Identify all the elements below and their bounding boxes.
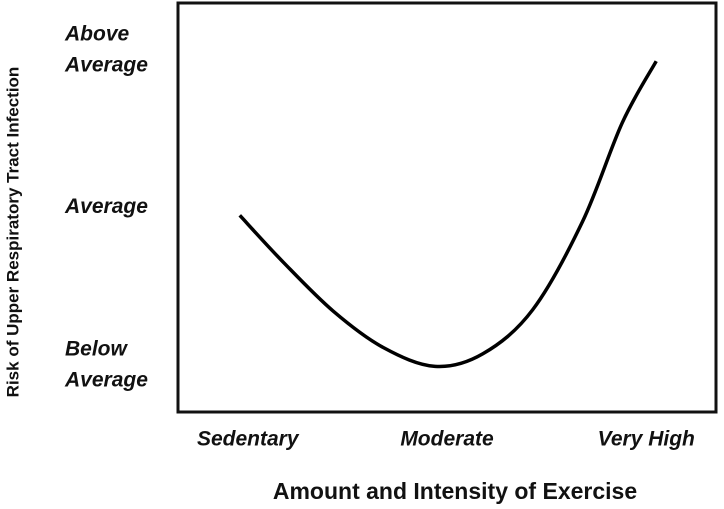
x-tick-label: Moderate — [400, 428, 494, 451]
x-tick-label: Very High — [598, 428, 695, 451]
y-tick-label: Average — [64, 195, 148, 218]
y-tick-label: Below Average — [64, 337, 148, 391]
y-axis-title: Risk of Upper Respiratory Tract Infectio… — [3, 67, 22, 398]
plot-frame — [176, 1, 718, 414]
x-axis-title: Amount and Intensity of Exercise — [273, 478, 637, 504]
x-tick-label: Sedentary — [197, 428, 300, 451]
curve — [238, 60, 658, 369]
y-tick-label: Above Average — [64, 22, 148, 76]
